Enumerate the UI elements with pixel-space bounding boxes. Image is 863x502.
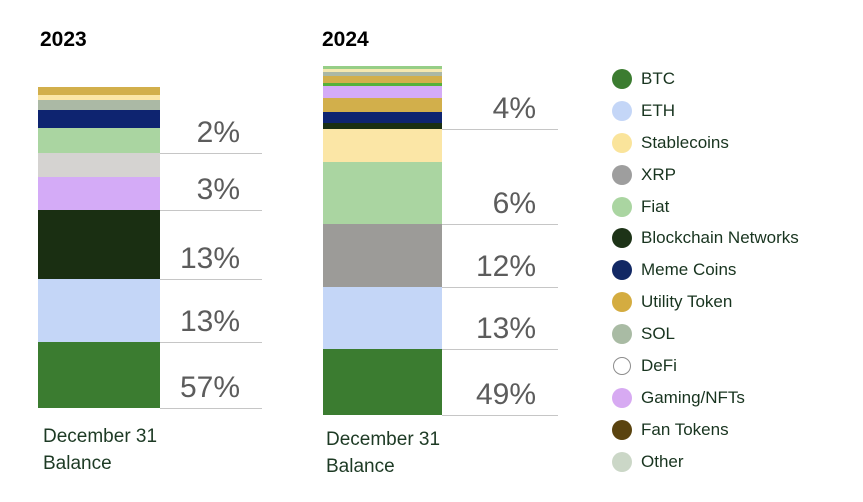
percent-callout: 57% [160, 366, 262, 409]
legend-item-gaming-nfts: Gaming/NFTs [612, 382, 799, 414]
bar-segment-xrp [323, 224, 442, 287]
percent-label: 3% [196, 173, 240, 206]
bar-segment-gaming-nfts [38, 177, 160, 210]
legend-label: Utility Token [641, 292, 733, 312]
percent-label: 2% [196, 116, 240, 149]
legend-swatch-eth [612, 100, 632, 121]
legend-swatch-fiat [612, 196, 632, 217]
legend-label: DeFi [641, 355, 677, 375]
percent-label: 4% [492, 92, 536, 125]
percent-callout: 4% [442, 87, 558, 130]
bar-segment-sol [323, 72, 442, 76]
legend-item-stablecoins: Stablecoins [612, 127, 799, 159]
legend-swatch-meme-coins [612, 260, 632, 281]
percent-label: 49% [475, 378, 536, 411]
legend-item-fiat: Fiat [612, 191, 799, 223]
x-axis-label-line1: December 31 [326, 429, 441, 450]
percent-label: 13% [179, 305, 240, 338]
legend: BTC ETH Stablecoins XRP Fiat Blockchain Netwo… [612, 63, 799, 478]
legend-label: Fiat [641, 196, 670, 216]
legend-item-defi: DeFi [612, 350, 799, 382]
x-axis-label-2023: December 31 Balance [43, 423, 157, 477]
legend-label: Fan Tokens [641, 419, 729, 439]
chart-title-2023: 2023 [40, 28, 87, 51]
chart-title-2024: 2024 [322, 28, 369, 51]
bar-segment-segment [323, 83, 442, 86]
legend-item-utility-token: Utility Token [612, 286, 799, 318]
bar-segment-fan-tokens [323, 76, 442, 83]
legend-item-meme-coins: Meme Coins [612, 254, 799, 286]
legend-item-blockchain-networks: Blockchain Networks [612, 222, 799, 254]
legend-label: Stablecoins [641, 132, 729, 152]
bar-segment-stablecoins [38, 95, 160, 100]
x-axis-label-2024: December 31 Balance [326, 426, 440, 480]
percent-callout: 12% [442, 245, 558, 288]
legend-label: Meme Coins [641, 260, 737, 280]
bar-segment-meme-coins [323, 112, 442, 123]
percent-callout: 3% [160, 168, 262, 211]
bar-segment-blockchain-networks [323, 123, 442, 129]
legend-label: Gaming/NFTs [641, 387, 745, 407]
bar-segment-fiat [323, 162, 442, 224]
legend-swatch-btc [612, 68, 632, 89]
legend-swatch-fan-tokens [612, 419, 632, 440]
x-axis-label-line2: Balance [326, 456, 395, 477]
percent-label: 6% [492, 187, 536, 220]
legend-label: BTC [641, 68, 675, 88]
bar-segment-other [323, 66, 442, 69]
bar-segment-meme-coins [38, 110, 160, 128]
legend-item-other: Other [612, 446, 799, 478]
legend-swatch-gaming-nfts [612, 387, 632, 408]
legend-label: Other [641, 451, 684, 471]
legend-swatch-blockchain-networks [612, 228, 632, 249]
percent-label: 13% [179, 242, 240, 275]
bar-segment-eth [38, 279, 160, 342]
bar-segment-gaming-nfts [323, 86, 442, 98]
bar-segment-defi [323, 69, 442, 72]
legend-label: Blockchain Networks [641, 228, 799, 248]
legend-swatch-defi [613, 356, 631, 375]
stacked-bar-2024 [323, 66, 442, 415]
x-axis-label-line2: Balance [43, 453, 112, 474]
percent-callout: 13% [442, 307, 558, 350]
legend-label: XRP [641, 164, 676, 184]
stacked-bar-2023 [38, 87, 160, 408]
legend-item-eth: ETH [612, 95, 799, 127]
legend-item-sol: SOL [612, 318, 799, 350]
legend-swatch-sol [612, 324, 632, 345]
legend-swatch-utility-token [612, 292, 632, 313]
legend-item-btc: BTC [612, 63, 799, 95]
percent-callout: 49% [442, 373, 558, 416]
bar-segment-btc [38, 342, 160, 408]
legend-swatch-other [612, 451, 632, 472]
percent-callout: 6% [442, 182, 558, 225]
percent-callout: 2% [160, 111, 262, 154]
legend-swatch-xrp [612, 164, 632, 185]
bar-segment-xrp [38, 153, 160, 177]
percent-label: 13% [475, 312, 536, 345]
x-axis-label-line1: December 31 [43, 426, 158, 447]
bar-segment-utility-token [323, 98, 442, 112]
percent-label: 12% [475, 250, 536, 283]
bar-segment-utility-token [38, 87, 160, 95]
bar-segment-sol [38, 100, 160, 110]
bar-segment-eth [323, 287, 442, 349]
legend-label: ETH [641, 100, 675, 120]
legend-item-fan-tokens: Fan Tokens [612, 414, 799, 446]
percent-callout: 13% [160, 237, 262, 280]
legend-item-xrp: XRP [612, 159, 799, 191]
percent-callout: 13% [160, 300, 262, 343]
legend-label: SOL [641, 324, 676, 344]
bar-segment-btc [323, 349, 442, 415]
percent-label: 57% [179, 371, 240, 404]
bar-segment-stablecoins [323, 129, 442, 162]
bar-segment-blockchain-networks [38, 210, 160, 279]
legend-swatch-stablecoins [612, 132, 632, 153]
bar-segment-fiat [38, 128, 160, 153]
